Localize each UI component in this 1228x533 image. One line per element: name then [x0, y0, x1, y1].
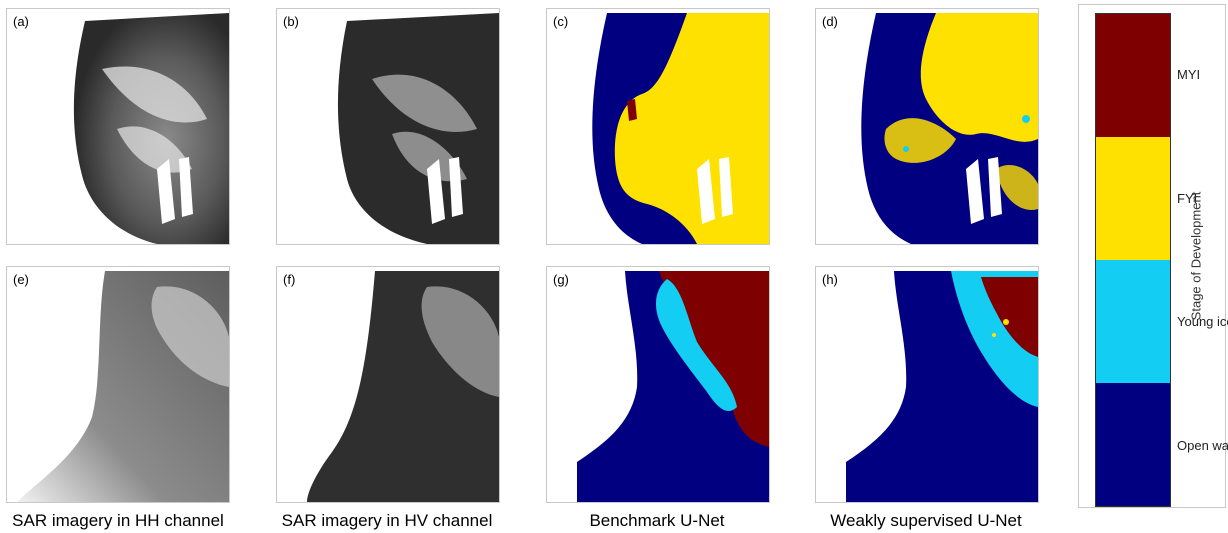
- sar-hv-image-1: [337, 13, 499, 244]
- panel-label: (c): [553, 14, 569, 29]
- caption-weak: Weakly supervised U-Net: [830, 511, 1022, 530]
- panel-label: (g): [553, 272, 569, 287]
- colorbar-label-fyi: FYI: [1177, 191, 1198, 206]
- benchmark-segmentation-1: [592, 13, 769, 244]
- panel-c-benchmark-scene1: (c): [546, 8, 770, 245]
- panel-b-hv-scene1: (b): [276, 8, 500, 245]
- panel-label: (f): [283, 272, 296, 287]
- panel-h-weak-scene2: (h): [815, 266, 1039, 503]
- colorbar-segment-fyi: [1096, 137, 1170, 260]
- colorbar-label-young-ice: Young ice: [1177, 314, 1228, 329]
- colorbar-legend: MYI FYI Young ice Open water: [1078, 4, 1228, 508]
- panel-d-weak-scene1: (d): [815, 8, 1039, 245]
- sar-hh-image-2: [17, 271, 229, 502]
- panel-f-hv-scene2: (f): [276, 266, 500, 503]
- colorbar-label-myi: MYI: [1177, 67, 1201, 82]
- panel-label: (h): [822, 272, 838, 287]
- panel-label: (b): [283, 14, 299, 29]
- colorbar-segment-myi: [1096, 14, 1170, 137]
- colorbar-label-open-water: Open water: [1177, 438, 1228, 453]
- benchmark-segmentation-2: [577, 271, 769, 502]
- panel-label: (e): [13, 272, 29, 287]
- colorbar-title: Stage of Development: [1188, 191, 1204, 321]
- panel-label: (d): [822, 14, 838, 29]
- colorbar: [1095, 13, 1171, 507]
- weak-segmentation-1: [861, 13, 1038, 244]
- caption-hv: SAR imagery in HV channel: [281, 511, 493, 530]
- panel-e-hh-scene2: (e): [6, 266, 230, 503]
- colorbar-segment-young-ice: [1096, 260, 1170, 383]
- colorbar-segment-open-water: [1096, 383, 1170, 506]
- panel-g-benchmark-scene2: (g): [546, 266, 770, 503]
- sar-hh-image-1: [73, 13, 229, 244]
- panel-a-hh-scene1: (a): [6, 8, 230, 245]
- weak-segmentation-2: [846, 271, 1038, 502]
- caption-hh: SAR imagery in HH channel: [12, 511, 224, 530]
- sar-hv-image-2: [307, 271, 499, 502]
- caption-benchmark: Benchmark U-Net: [589, 511, 725, 530]
- panel-label: (a): [13, 14, 29, 29]
